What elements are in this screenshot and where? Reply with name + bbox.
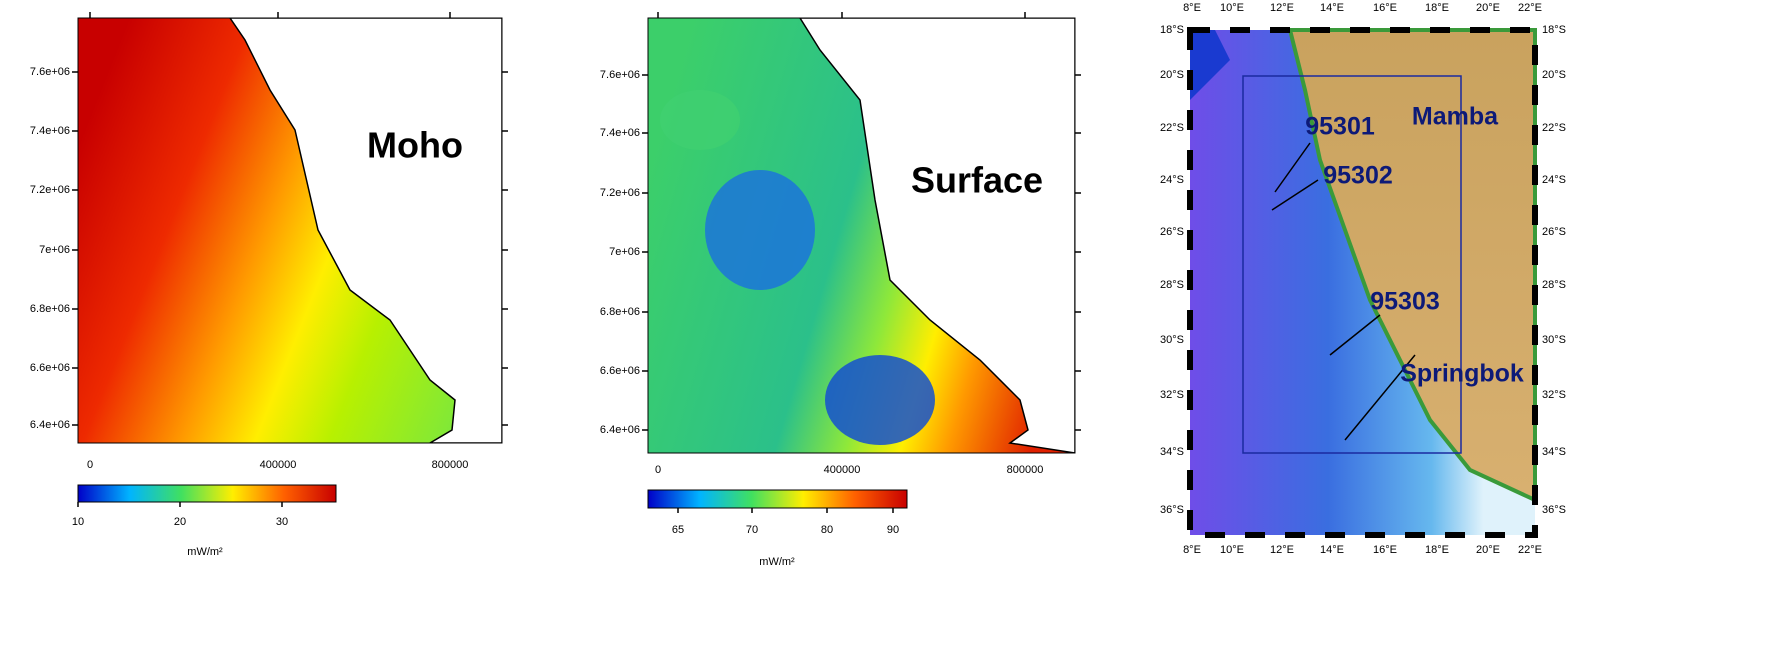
frame [77, 17, 503, 444]
lat-label: 20°S [1160, 69, 1184, 81]
lat-label: 22°S [1160, 122, 1184, 134]
lat-label: 24°S [1542, 174, 1566, 186]
colorbar [77, 484, 337, 503]
lon-label: 14°E [1320, 2, 1344, 14]
y-tick-label: 7.4e+06 [600, 127, 640, 139]
y-tick-label: 7e+06 [39, 244, 70, 256]
panel-label: Moho [367, 125, 463, 166]
lat-label: 22°S [1542, 122, 1566, 134]
lon-label: 12°E [1270, 2, 1294, 14]
y-tick-label: 6.6e+06 [600, 365, 640, 377]
lon-label: 8°E [1183, 2, 1201, 14]
map-annotation: Mamba [1412, 103, 1499, 131]
lon-label: 18°E [1425, 2, 1449, 14]
lon-label: 20°E [1476, 544, 1500, 556]
colorbar-tick-label: 90 [887, 524, 899, 536]
lon-label: 18°E [1425, 544, 1449, 556]
lat-label: 28°S [1542, 279, 1566, 291]
colorbar-tick-label: 70 [746, 524, 758, 536]
lat-label: 30°S [1160, 334, 1184, 346]
map-annotation: Springbok [1400, 360, 1524, 388]
y-tick-label: 7e+06 [609, 246, 640, 258]
y-tick-label: 7.6e+06 [600, 69, 640, 81]
y-tick-label: 6.6e+06 [30, 362, 70, 374]
lon-label: 22°E [1518, 2, 1542, 14]
lat-label: 26°S [1542, 226, 1566, 238]
x-tick-label: 400000 [824, 464, 861, 476]
x-tick-label: 400000 [260, 459, 297, 471]
map-annotation: 95302 [1323, 162, 1393, 190]
panel-label: Surface [911, 160, 1043, 201]
lat-label: 34°S [1542, 446, 1566, 458]
lat-label: 24°S [1160, 174, 1184, 186]
colorbar-tick-label: 10 [72, 516, 84, 528]
moho-map [78, 18, 502, 443]
x-tick-label: 800000 [432, 459, 469, 471]
lon-label: 10°E [1220, 544, 1244, 556]
y-tick-label: 7.2e+06 [600, 187, 640, 199]
surface-map [648, 18, 1075, 453]
x-tick-label: 0 [87, 459, 93, 471]
colorbar-unit: mW/m² [759, 556, 795, 568]
lat-label: 34°S [1160, 446, 1184, 458]
lat-label: 36°S [1160, 504, 1184, 516]
lon-label: 12°E [1270, 544, 1294, 556]
lat-label: 32°S [1160, 389, 1184, 401]
colorbar [647, 489, 908, 509]
lon-label: 20°E [1476, 2, 1500, 14]
x-tick-label: 0 [655, 464, 661, 476]
x-tick-label: 800000 [1007, 464, 1044, 476]
lon-label: 14°E [1320, 544, 1344, 556]
y-tick-label: 7.2e+06 [30, 184, 70, 196]
colorbar-tick-label: 80 [821, 524, 833, 536]
bathymetry-map [1187, 27, 1538, 538]
lat-label: 28°S [1160, 279, 1184, 291]
y-tick-label: 7.4e+06 [30, 125, 70, 137]
y-tick-label: 6.8e+06 [30, 303, 70, 315]
map-annotation: 95303 [1370, 288, 1440, 316]
lat-label: 18°S [1160, 24, 1184, 36]
colorbar-tick-label: 65 [672, 524, 684, 536]
colorbar-tick-label: 30 [276, 516, 288, 528]
lon-label: 16°E [1373, 544, 1397, 556]
colorbar-tick-label: 20 [174, 516, 186, 528]
y-tick-label: 6.8e+06 [600, 306, 640, 318]
lon-label: 22°E [1518, 544, 1542, 556]
lat-label: 32°S [1542, 389, 1566, 401]
y-tick-label: 6.4e+06 [600, 424, 640, 436]
lon-label: 10°E [1220, 2, 1244, 14]
y-tick-label: 7.6e+06 [30, 66, 70, 78]
lat-label: 30°S [1542, 334, 1566, 346]
frame [647, 17, 1076, 454]
lon-label: 16°E [1373, 2, 1397, 14]
lat-label: 26°S [1160, 226, 1184, 238]
lat-label: 20°S [1542, 69, 1566, 81]
lon-label: 8°E [1183, 544, 1201, 556]
lat-label: 18°S [1542, 24, 1566, 36]
map-annotation: 95301 [1305, 113, 1375, 141]
lat-label: 36°S [1542, 504, 1566, 516]
colorbar-unit: mW/m² [187, 546, 223, 558]
y-tick-label: 6.4e+06 [30, 419, 70, 431]
